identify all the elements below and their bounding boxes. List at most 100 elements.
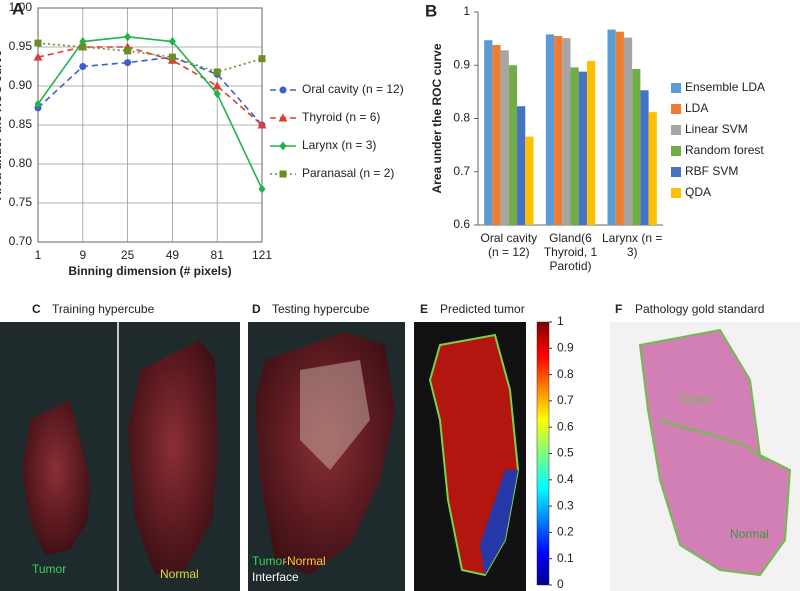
x-tick-label: 9 <box>79 248 86 262</box>
colorbar-tick-label: 0.6 <box>557 419 574 433</box>
bar <box>525 136 534 225</box>
y-tick-label: 0.75 <box>9 195 33 209</box>
bar <box>648 112 657 225</box>
annotation: Normal <box>730 527 769 541</box>
annotation: Tumor <box>678 392 712 406</box>
legend-swatch <box>671 104 681 114</box>
tumor-boundary <box>659 419 766 461</box>
data-point <box>124 47 132 55</box>
series-line <box>37 36 263 190</box>
legend-label: Thyroid (n = 6) <box>302 110 380 124</box>
y-tick-label: 0.7 <box>453 164 470 178</box>
x-tick-label: 81 <box>211 248 225 262</box>
x-tick-label: 1 <box>35 248 42 262</box>
tissue-normal <box>128 340 218 575</box>
colorbar-tick-label: 0.2 <box>557 525 574 539</box>
y-tick-label: 0.85 <box>9 117 33 131</box>
y-tick-label: 0.70 <box>9 234 33 248</box>
panel-title: Training hypercube <box>52 302 155 316</box>
legend-label: Larynx (n = 3) <box>302 138 376 152</box>
colorbar-tick-label: 0.1 <box>557 551 574 565</box>
bar <box>586 60 596 225</box>
legend-swatch <box>671 146 681 156</box>
data-point <box>79 63 87 70</box>
legend-label: QDA <box>685 185 711 199</box>
legend-marker <box>279 141 287 151</box>
legend-marker <box>279 170 287 178</box>
legend-label: LDA <box>685 101 708 115</box>
colorbar-tick-label: 0.5 <box>557 446 574 460</box>
x-tick-label: Oral cavity (n = 12) <box>480 231 538 259</box>
data-point <box>124 32 132 42</box>
data-point <box>34 39 42 47</box>
legend-marker <box>278 113 288 122</box>
colorbar <box>536 321 550 586</box>
bar <box>508 65 518 225</box>
bar <box>570 67 579 225</box>
legend-marker <box>279 86 287 94</box>
series-line <box>37 42 263 73</box>
x-tick-label: Larynx (n = 3) <box>601 231 663 259</box>
colorbar-tick-label: 0.3 <box>557 498 574 512</box>
data-point <box>168 37 176 47</box>
legend-label: RBF SVM <box>685 164 738 178</box>
x-tick-label: 25 <box>121 248 135 262</box>
colorbar-tick-label: 0.9 <box>557 340 574 354</box>
legend-label: Ensemble LDA <box>685 80 765 94</box>
data-point <box>213 89 221 99</box>
y-tick-label: 0.9 <box>453 57 470 71</box>
x-tick-label: 121 <box>252 248 272 262</box>
data-point <box>79 43 87 51</box>
annotation: Tumor <box>252 554 286 568</box>
y-axis-label: Area under the ROC curve <box>0 50 4 200</box>
colorbar-tick-label: 0.7 <box>557 393 574 407</box>
bar <box>623 37 633 226</box>
panel-label: D <box>252 302 261 316</box>
series-line <box>37 56 263 126</box>
legend-label: Oral cavity (n = 12) <box>302 82 404 96</box>
y-tick-label: 1.00 <box>9 0 33 14</box>
bar <box>632 68 641 225</box>
series-line <box>37 46 263 126</box>
y-tick-label: 0.6 <box>453 217 470 231</box>
bar <box>562 38 571 225</box>
annotation: -Normal <box>283 554 326 568</box>
bar <box>615 31 624 225</box>
data-point <box>213 68 221 76</box>
y-tick-label: 0.8 <box>453 111 470 125</box>
bar <box>578 71 587 225</box>
bar <box>545 34 555 225</box>
data-point <box>257 120 267 129</box>
legend-swatch <box>671 125 681 135</box>
y-tick-label: 1 <box>463 4 470 18</box>
colorbar-tick-label: 1 <box>557 314 564 328</box>
bar <box>640 90 649 225</box>
legend-swatch <box>671 188 681 198</box>
colorbar-tick-label: 0.4 <box>557 472 574 486</box>
annotation: Normal <box>160 567 199 581</box>
y-axis-label: Area under the ROC curve <box>430 43 444 193</box>
y-tick-label: 0.90 <box>9 78 33 92</box>
data-point <box>258 55 266 63</box>
x-tick-label: Gland(6 Thyroid, 1 Parotid) <box>543 231 598 273</box>
panel-title: Predicted tumor <box>440 302 525 316</box>
annotation: Interface <box>252 570 299 584</box>
panel-title: Testing hypercube <box>272 302 370 316</box>
data-point <box>258 184 266 194</box>
data-point <box>168 53 176 61</box>
data-point <box>124 59 132 67</box>
colorbar-tick-label: 0 <box>557 577 564 591</box>
legend-label: Random forest <box>685 143 764 157</box>
panel-label: A <box>12 0 24 18</box>
bar <box>607 29 616 226</box>
data-point <box>34 99 42 109</box>
legend-label: Linear SVM <box>685 122 748 136</box>
panel-label: B <box>425 1 437 20</box>
predicted-normal-map <box>480 470 518 575</box>
bar <box>484 40 493 225</box>
x-tick-label: 49 <box>166 248 180 262</box>
y-tick-label: 0.95 <box>9 39 33 53</box>
histology-section <box>638 328 792 577</box>
